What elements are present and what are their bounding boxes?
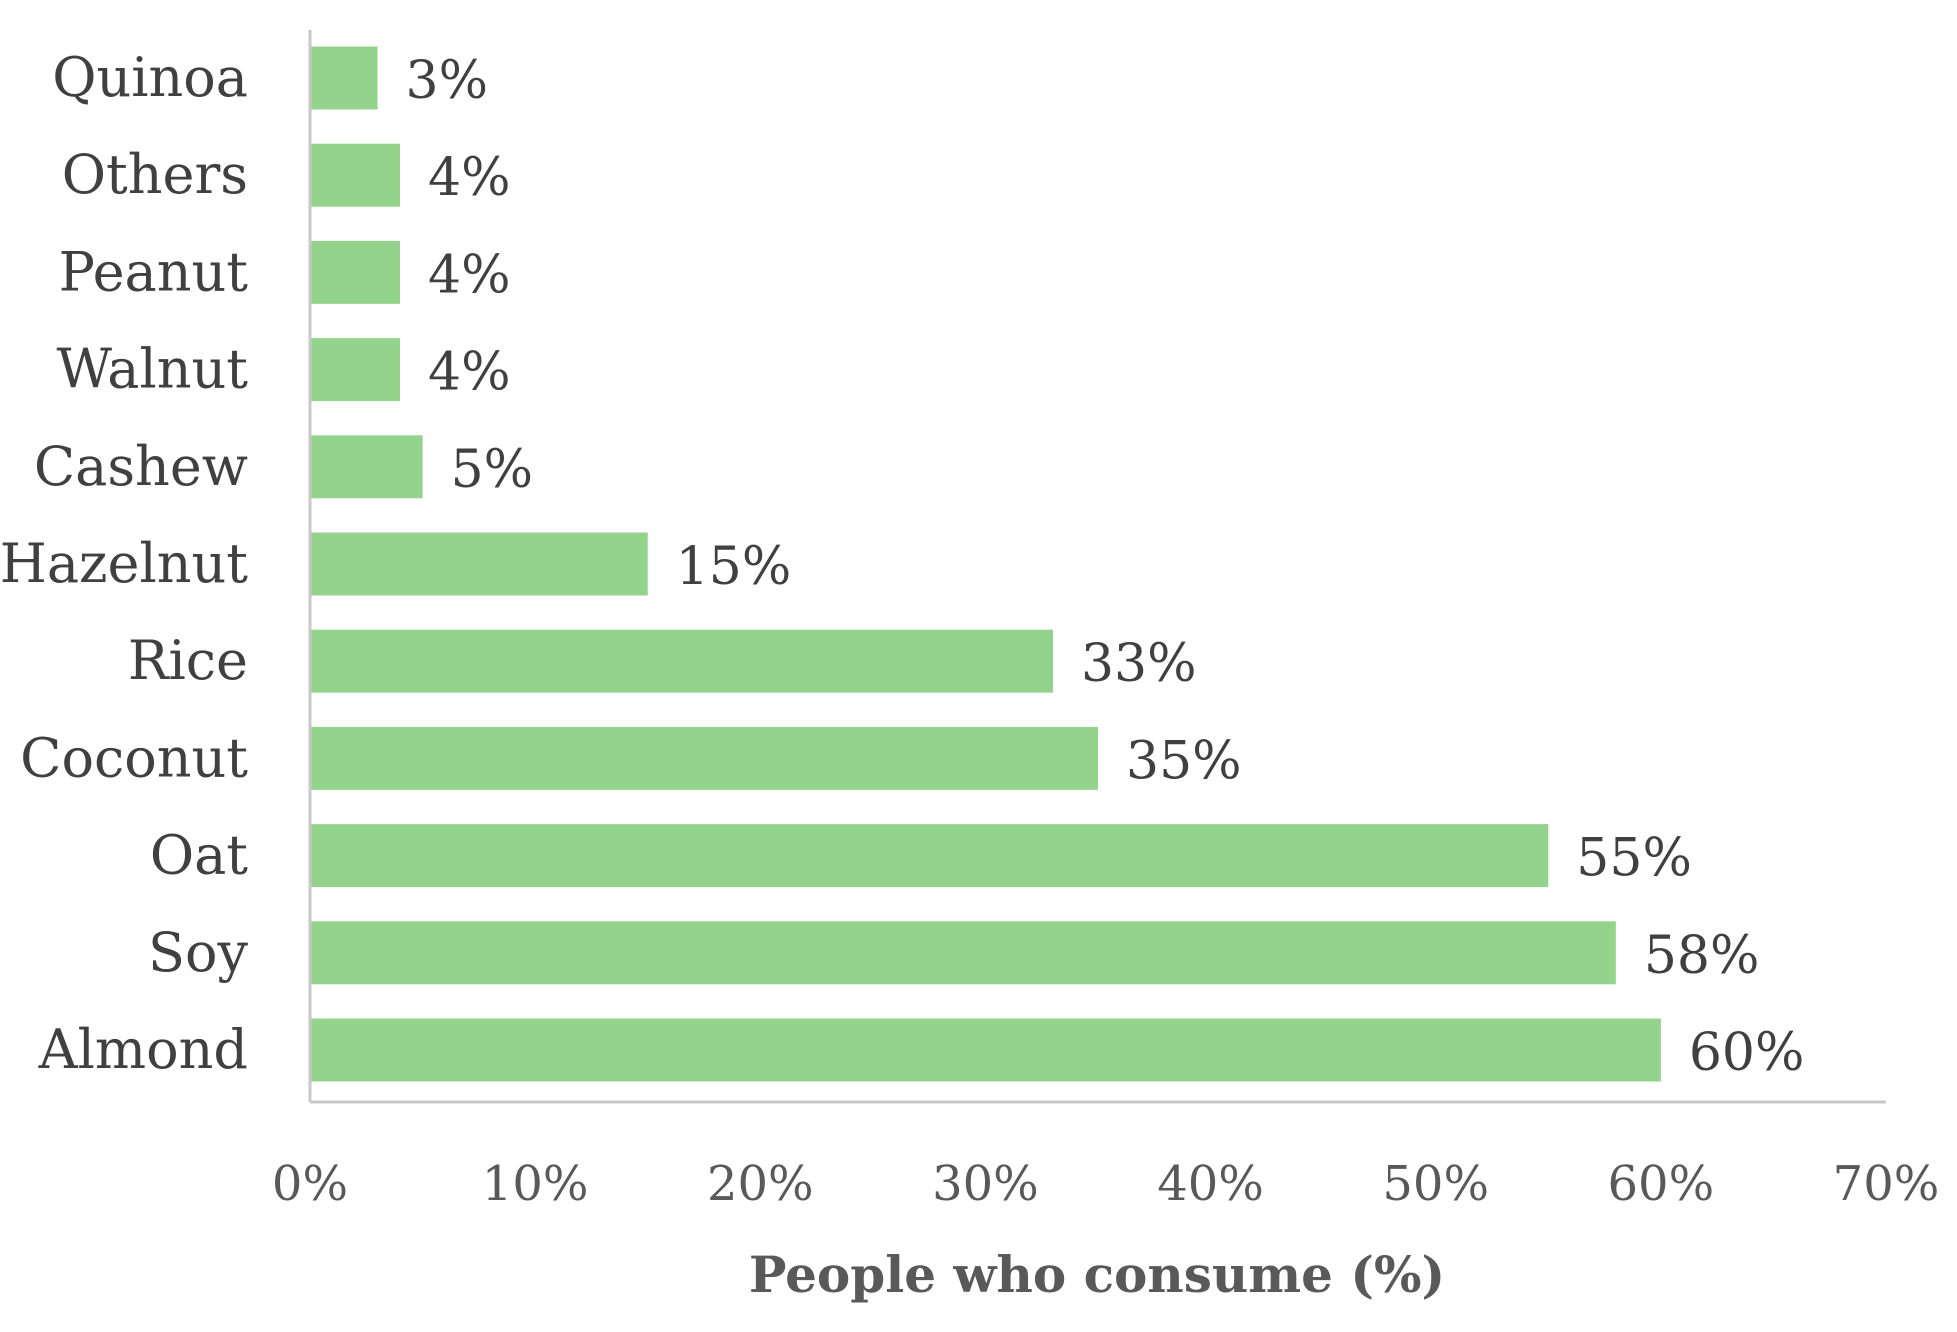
category-label-rice: Rice <box>128 629 248 692</box>
bar-oat <box>311 824 1549 888</box>
data-label-walnut: 4% <box>428 343 511 403</box>
x-tick-label: 10% <box>482 1156 589 1212</box>
bar-soy <box>311 921 1616 985</box>
category-label-others: Others <box>62 143 248 206</box>
bar-cashew <box>311 435 423 499</box>
data-label-cashew: 5% <box>451 440 533 500</box>
category-label-peanut: Peanut <box>59 240 249 303</box>
x-tick-label: 70% <box>1833 1156 1940 1212</box>
x-tick-label: 30% <box>932 1156 1039 1212</box>
x-tick-label: 20% <box>707 1156 814 1212</box>
data-label-soy: 58% <box>1644 926 1760 986</box>
category-label-soy: Soy <box>148 921 249 984</box>
x-axis-title: People who consume (%) <box>749 1245 1445 1304</box>
data-label-oat: 55% <box>1576 829 1692 889</box>
category-label-coconut: Coconut <box>20 726 248 789</box>
bar-others <box>311 143 401 207</box>
data-label-almond: 60% <box>1689 1023 1805 1083</box>
category-label-walnut: Walnut <box>56 338 248 401</box>
data-label-quinoa: 3% <box>406 51 489 111</box>
data-labels-group: 3% 4% 4% 4% 5% 15% 33% 35% 55% 58% 60% <box>406 51 1805 1083</box>
category-label-oat: Oat <box>150 824 248 887</box>
category-label-quinoa: Quinoa <box>52 46 248 109</box>
bar-almond <box>311 1018 1661 1082</box>
category-label-cashew: Cashew <box>34 435 248 498</box>
data-label-coconut: 35% <box>1126 731 1242 791</box>
bar-walnut <box>311 338 401 402</box>
data-label-others: 4% <box>428 148 511 208</box>
bar-hazelnut <box>311 532 648 596</box>
bar-peanut <box>311 240 401 304</box>
axes-group <box>308 30 1886 1104</box>
data-label-peanut: 4% <box>428 245 511 305</box>
bar-quinoa <box>311 46 378 110</box>
data-label-hazelnut: 15% <box>676 537 792 597</box>
bar-coconut <box>311 726 1098 790</box>
x-tick-label: 50% <box>1382 1156 1489 1212</box>
category-labels-group: Quinoa Others Peanut Walnut Cashew Hazelnut Ri… <box>0 46 248 1081</box>
category-label-hazelnut: Hazelnut <box>0 532 248 595</box>
x-tick-label: 40% <box>1157 1156 1264 1212</box>
category-label-almond: Almond <box>38 1018 248 1081</box>
bar-rice <box>311 629 1053 693</box>
x-tick-label: 60% <box>1608 1156 1715 1212</box>
tick-labels-group: 0% 10% 20% 30% 40% 50% 60% 70% <box>272 1156 1939 1212</box>
x-tick-label: 0% <box>272 1156 348 1212</box>
bars-group <box>311 46 1661 1082</box>
data-label-rice: 33% <box>1081 634 1197 694</box>
